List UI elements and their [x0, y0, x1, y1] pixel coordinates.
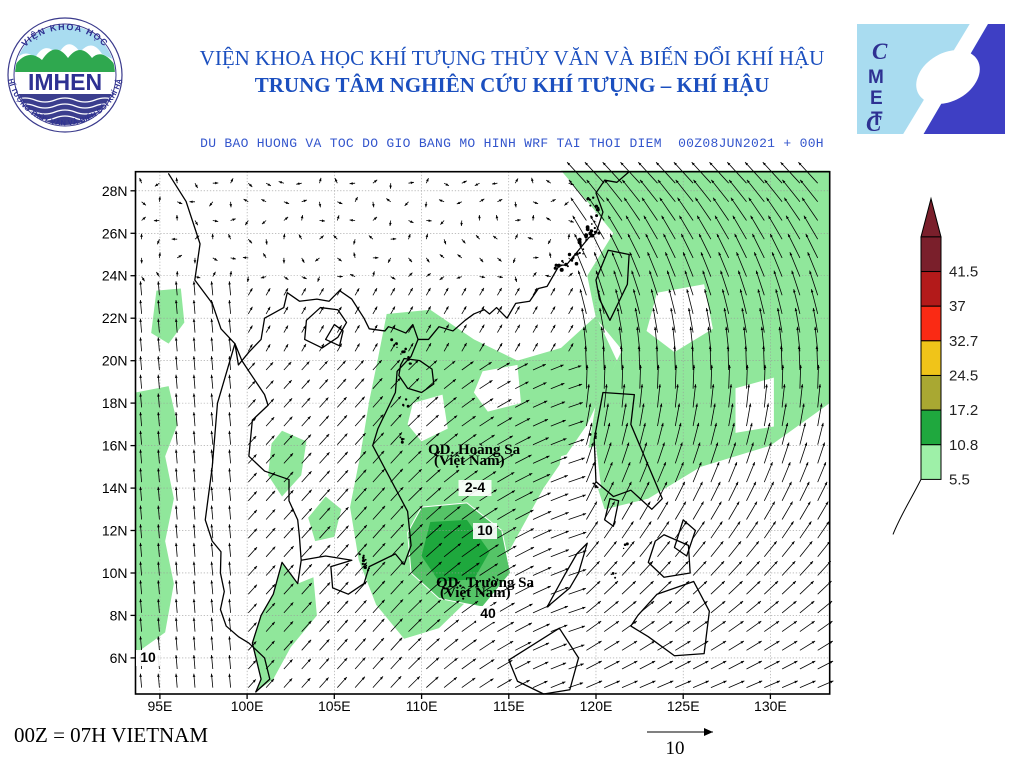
svg-text:100E: 100E	[231, 698, 264, 714]
svg-text:120E: 120E	[580, 698, 613, 714]
svg-text:26N: 26N	[102, 225, 128, 241]
svg-text:5.5: 5.5	[949, 471, 970, 488]
svg-text:C: C	[866, 111, 882, 134]
svg-text:E: E	[870, 88, 884, 109]
svg-text:10: 10	[477, 522, 493, 538]
svg-text:24.5: 24.5	[949, 368, 978, 385]
svg-text:40: 40	[480, 605, 496, 621]
svg-text:130E: 130E	[754, 698, 787, 714]
svg-text:17.2: 17.2	[949, 402, 978, 419]
svg-text:10N: 10N	[102, 565, 128, 581]
svg-text:24N: 24N	[102, 268, 128, 284]
svg-text:105E: 105E	[318, 698, 351, 714]
svg-text:12N: 12N	[102, 523, 128, 539]
svg-text:32.7: 32.7	[949, 333, 978, 350]
svg-text:2-4: 2-4	[465, 479, 485, 495]
svg-text:14N: 14N	[102, 480, 128, 496]
svg-text:10: 10	[666, 738, 685, 759]
svg-text:110E: 110E	[406, 698, 438, 714]
svg-text:22N: 22N	[102, 310, 128, 326]
svg-text:20N: 20N	[102, 353, 128, 369]
svg-text:18N: 18N	[102, 395, 128, 411]
svg-text:QD. Trường Sa: QD. Trường Sa	[436, 575, 535, 591]
svg-text:8N: 8N	[110, 607, 128, 623]
svg-text:C: C	[872, 39, 888, 64]
svg-text:95E: 95E	[147, 698, 172, 714]
svg-text:10: 10	[140, 649, 156, 665]
svg-text:(Việt Nam): (Việt Nam)	[440, 585, 511, 601]
svg-text:QD. Hoàng Sa: QD. Hoàng Sa	[428, 442, 521, 458]
svg-text:(Việt Nam): (Việt Nam)	[434, 453, 505, 469]
svg-text:125E: 125E	[667, 698, 700, 714]
svg-text:41.5: 41.5	[949, 264, 978, 281]
svg-text:28N: 28N	[102, 183, 128, 199]
svg-text:115E: 115E	[493, 698, 525, 714]
svg-text:M: M	[868, 67, 885, 88]
svg-text:16N: 16N	[102, 438, 128, 454]
svg-text:6N: 6N	[110, 650, 128, 666]
svg-text:10.8: 10.8	[949, 437, 978, 454]
svg-text:37: 37	[949, 298, 966, 315]
